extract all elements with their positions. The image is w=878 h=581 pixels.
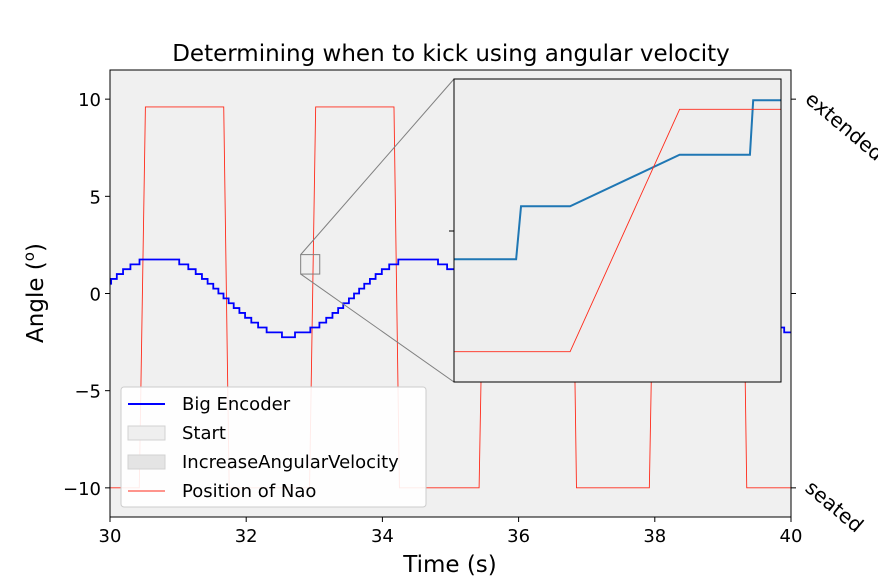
y-axis-label-sup: o bbox=[20, 252, 38, 261]
y-axis-label: Angle (o) bbox=[20, 243, 49, 343]
legend-swatch bbox=[127, 454, 166, 470]
chart-title: Determining when to kick using angular v… bbox=[172, 41, 730, 67]
y-tick-label: 0 bbox=[90, 285, 101, 306]
y-axis: 10 5 0 −5 −10 bbox=[63, 90, 110, 500]
y-tick-label: −10 bbox=[63, 479, 101, 500]
inset-series-line-position-of-nao bbox=[454, 108, 781, 353]
right-axis: extended seated bbox=[791, 87, 878, 537]
right-axis-label: extended bbox=[801, 87, 878, 166]
x-axis: 30 32 34 36 38 40 bbox=[99, 517, 803, 547]
legend-label: Start bbox=[182, 423, 226, 444]
x-tick-label: 36 bbox=[507, 526, 530, 547]
inset-background bbox=[454, 79, 781, 382]
y-tick-label: −5 bbox=[74, 382, 101, 403]
legend-swatch bbox=[127, 425, 166, 441]
legend-label: IncreaseAngularVelocity bbox=[182, 452, 399, 473]
x-tick-label: 30 bbox=[99, 526, 122, 547]
inset-series-group bbox=[454, 99, 781, 353]
y-axis-label-close: ) bbox=[23, 243, 49, 252]
legend-label: Position of Nao bbox=[182, 481, 316, 502]
y-tick-label: 5 bbox=[90, 187, 101, 208]
legend: Big Encoder Start IncreaseAngularVelocity P… bbox=[120, 386, 427, 508]
legend-label: Big Encoder bbox=[182, 394, 291, 415]
inset-axes bbox=[449, 78, 782, 383]
x-tick-label: 40 bbox=[780, 526, 803, 547]
zoom-connector-top bbox=[300, 78, 455, 255]
zoom-connector-bottom bbox=[300, 273, 455, 383]
y-tick-label: 10 bbox=[78, 90, 101, 111]
legend-box bbox=[120, 386, 427, 508]
x-tick-label: 34 bbox=[371, 526, 394, 547]
x-axis-label: Time (s) bbox=[402, 552, 497, 578]
x-tick-label: 38 bbox=[643, 526, 666, 547]
x-tick-label: 32 bbox=[235, 526, 258, 547]
right-axis-label: seated bbox=[801, 475, 868, 537]
zoom-source-box bbox=[300, 254, 321, 275]
y-axis-label-main: Angle ( bbox=[23, 261, 49, 343]
